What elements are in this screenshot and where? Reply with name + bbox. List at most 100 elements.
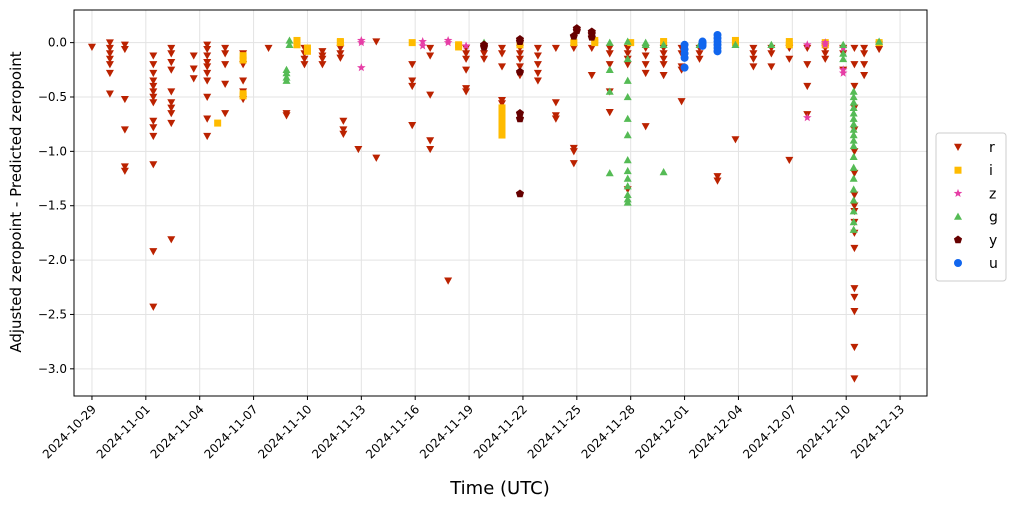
data-point-r: [731, 136, 740, 144]
data-point-r: [203, 93, 212, 101]
data-point-g: [282, 76, 291, 84]
y-tick-label: −0.5: [38, 90, 67, 104]
data-point-r: [318, 55, 327, 63]
data-point-r: [239, 77, 248, 85]
data-point-r: [318, 61, 327, 69]
x-tick-label: 2024-11-28: [579, 402, 638, 461]
data-point-r: [462, 50, 471, 58]
data-point-r: [203, 63, 212, 71]
legend-label: g: [989, 210, 998, 226]
data-point-r: [120, 45, 129, 54]
x-tick-label: 2024-11-25: [525, 402, 584, 461]
x-axis-ticks: 2024-10-292024-11-012024-11-042024-11-07…: [40, 396, 907, 461]
y-tick-label: −3.0: [38, 362, 67, 376]
data-point-i: [570, 39, 578, 47]
data-point-r: [605, 61, 614, 69]
x-tick-label: 2024-12-13: [848, 402, 907, 461]
data-point-i: [785, 41, 793, 49]
data-point-g: [839, 49, 848, 57]
data-point-g: [849, 196, 858, 204]
x-tick-label: 2024-11-04: [148, 402, 207, 461]
data-point-y: [515, 109, 525, 117]
data-point-r: [221, 61, 230, 69]
data-point-r: [641, 61, 650, 69]
data-point-r: [605, 50, 614, 58]
data-point-r: [203, 45, 212, 54]
data-point-r: [860, 50, 869, 58]
data-point-r: [149, 99, 158, 107]
data-point-i: [498, 131, 506, 139]
data-point-r: [189, 52, 198, 60]
data-point-r: [120, 126, 129, 134]
data-point-g: [282, 69, 291, 77]
data-point-r: [339, 130, 348, 138]
data-point-r: [551, 99, 560, 107]
data-point-r: [850, 191, 859, 199]
data-point-r: [533, 77, 542, 85]
data-point-r: [749, 63, 758, 71]
data-point-g: [623, 198, 632, 206]
data-point-g: [849, 141, 858, 150]
data-point-r: [659, 55, 668, 63]
data-point-i: [498, 120, 506, 128]
data-point-g: [623, 131, 632, 139]
data-point-g: [285, 40, 294, 48]
data-point-r: [105, 69, 114, 78]
data-point-r: [623, 44, 632, 53]
data-point-r: [336, 44, 345, 53]
data-point-g: [849, 218, 858, 226]
data-point-r: [785, 156, 794, 165]
data-point-r: [587, 44, 596, 53]
data-point-r: [167, 99, 176, 107]
data-point-r: [339, 126, 348, 134]
legend-label: y: [989, 233, 997, 249]
data-point-y: [515, 67, 525, 76]
data-point-r: [149, 248, 158, 256]
data-point-r: [105, 44, 114, 53]
data-point-r: [497, 100, 506, 108]
y-axis-label: Adjusted zeropoint - Predicted zeropoint: [7, 51, 25, 352]
plot-frame: [73, 9, 928, 397]
data-point-g: [849, 98, 858, 106]
data-point-z: [803, 40, 812, 49]
data-point-r: [749, 44, 758, 53]
data-point-i: [239, 56, 247, 64]
legend-marker-z: [953, 188, 963, 198]
data-point-r: [105, 61, 114, 69]
data-point-r: [372, 38, 381, 46]
data-point-r: [444, 277, 453, 285]
data-point-i: [336, 38, 344, 46]
legend-label: z: [989, 186, 996, 202]
data-point-r: [264, 44, 273, 53]
data-point-r: [149, 69, 158, 78]
data-points: [87, 24, 884, 383]
data-point-r: [189, 75, 198, 83]
data-point-r: [515, 50, 524, 58]
x-tick-label: 2024-12-07: [740, 402, 799, 461]
data-point-r: [515, 63, 524, 71]
x-tick-label: 2024-10-29: [40, 402, 99, 461]
data-point-r: [149, 303, 158, 311]
data-point-r: [408, 122, 417, 130]
data-point-r: [167, 88, 176, 96]
data-point-r: [203, 69, 212, 78]
data-point-r: [149, 61, 158, 69]
data-point-g: [849, 136, 858, 144]
data-point-g: [849, 131, 858, 139]
data-point-g: [849, 92, 858, 101]
x-tick-label: 2024-11-16: [363, 402, 422, 461]
data-point-i: [293, 41, 301, 49]
data-point-r: [749, 50, 758, 58]
data-point-r: [659, 61, 668, 69]
data-point-r: [203, 52, 212, 60]
y-tick-label: 0.0: [48, 36, 67, 50]
data-point-g: [623, 190, 632, 199]
data-point-r: [120, 41, 129, 49]
data-point-r: [641, 123, 650, 131]
data-point-g: [623, 174, 632, 182]
data-point-z: [803, 113, 812, 122]
data-point-r: [850, 82, 859, 91]
data-point-r: [850, 44, 859, 53]
data-point-r: [659, 50, 668, 58]
data-point-r: [167, 119, 176, 128]
